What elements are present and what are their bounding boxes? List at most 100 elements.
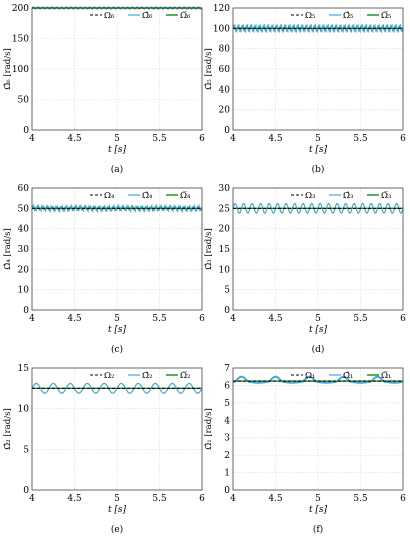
y-tick-label: 1 — [224, 469, 230, 479]
x-axis-label: t [s] — [108, 505, 127, 515]
legend-label: Ω₁ — [305, 371, 315, 381]
y-tick-label: 5 — [224, 399, 230, 409]
y-tick-label: 0 — [23, 306, 29, 316]
y-tick-label: 40 — [219, 85, 231, 95]
x-axis-label: t [s] — [309, 325, 328, 335]
panel-caption: (e) — [111, 524, 123, 535]
x-tick-label: 4 — [29, 314, 35, 324]
y-tick-label: 100 — [12, 65, 29, 75]
y-tick-label: 0 — [224, 486, 230, 496]
x-tick-label: 4 — [230, 134, 236, 144]
legend-label: Ω₆ — [104, 11, 115, 21]
y-tick-label: 50 — [18, 204, 30, 214]
y-axis-label: Ω̂₅ [rad/s] — [203, 48, 214, 90]
x-tick-label: 5.5 — [353, 494, 368, 504]
x-axis-label: t [s] — [108, 325, 127, 335]
y-tick-label: 0 — [224, 126, 230, 136]
legend-label: Ω̅₂ — [180, 371, 190, 381]
x-tick-label: 6 — [400, 494, 406, 504]
series-estimate-line — [232, 23, 404, 34]
legend-label: Ω̅₆ — [180, 11, 191, 21]
legend-label: Ω̂₁ — [343, 370, 353, 381]
legend-label: Ω₂ — [104, 371, 114, 381]
legend-label: Ω̂₆ — [142, 10, 153, 21]
y-tick-label: 60 — [219, 65, 231, 75]
y-tick-label: 10 — [18, 286, 30, 296]
panel-caption: (f) — [313, 524, 323, 535]
x-tick-label: 5.5 — [152, 494, 167, 504]
x-tick-label: 6 — [400, 134, 406, 144]
y-tick-label: 200 — [12, 4, 29, 14]
x-tick-label: 5 — [114, 494, 120, 504]
legend-label: Ω̂₂ — [142, 370, 152, 381]
panel-e: 4 4.5 5 5.5 6 0 5 10 15 Ω₂ Ω̂₂ Ω̅₂ t [s] Ω̂₂ [rad/s] (… — [2, 364, 205, 535]
plot-frame — [31, 187, 203, 311]
y-tick-label: 2 — [224, 451, 230, 461]
x-tick-label: 5 — [315, 314, 321, 324]
x-tick-label: 4 — [29, 494, 35, 504]
y-tick-label: 20 — [219, 225, 231, 235]
y-tick-label: 50 — [18, 96, 30, 106]
x-tick-label: 6 — [199, 134, 205, 144]
x-axis-label: t [s] — [309, 145, 328, 155]
y-axis-label: Ω̂₄ [rad/s] — [2, 228, 13, 270]
y-tick-label: 20 — [219, 106, 231, 116]
x-tick-label: 5 — [315, 134, 321, 144]
y-axis-label: Ω̂₆ [rad/s] — [2, 48, 13, 90]
y-tick-label: 0 — [23, 486, 29, 496]
x-tick-label: 4.5 — [268, 314, 283, 324]
x-tick-label: 4.5 — [268, 494, 283, 504]
panel-f: 4 4.5 5 5.5 6 0 1 2 3 4 5 6 7 Ω₁ Ω̂₁ Ω̅₁ t [s] Ω̂₁ [rad/s… — [203, 364, 406, 535]
plot-frame — [232, 367, 404, 491]
legend-label: Ω̅₅ — [381, 11, 392, 21]
y-tick-label: 0 — [23, 126, 29, 136]
y-tick-label: 5 — [23, 445, 29, 455]
x-tick-label: 5 — [114, 134, 120, 144]
x-tick-label: 6 — [400, 314, 406, 324]
panel-caption: (c) — [111, 344, 123, 355]
y-tick-label: 25 — [219, 204, 231, 214]
x-tick-label: 5 — [315, 494, 321, 504]
panel-caption: (a) — [111, 164, 123, 175]
y-tick-label: 0 — [224, 306, 230, 316]
x-tick-label: 4.5 — [67, 494, 82, 504]
plot-frame — [232, 7, 404, 131]
x-axis-label: t [s] — [309, 505, 328, 515]
panel-caption: (b) — [312, 164, 325, 175]
y-tick-label: 10 — [219, 265, 231, 275]
y-tick-label: 30 — [219, 184, 231, 194]
y-axis-label: Ω̂₃ [rad/s] — [203, 228, 214, 270]
y-tick-label: 5 — [224, 286, 230, 296]
plot-frame — [31, 7, 203, 131]
y-tick-label: 40 — [18, 225, 30, 235]
legend-label: Ω̂₄ — [142, 190, 153, 201]
x-tick-label: 4 — [29, 134, 35, 144]
x-tick-label: 5 — [114, 314, 120, 324]
plot-frame — [31, 367, 203, 491]
panel-a: 4 4.5 5 5.5 6 0 50 100 150 200 Ω₆ Ω̂₆ Ω̅₆ t [s] Ω̂₆ [r… — [2, 4, 205, 175]
x-tick-label: 6 — [199, 494, 205, 504]
y-tick-label: 30 — [18, 245, 30, 255]
x-tick-label: 4.5 — [67, 314, 82, 324]
legend-label: Ω₃ — [305, 191, 315, 201]
y-tick-label: 20 — [18, 265, 30, 275]
x-tick-label: 4.5 — [268, 134, 283, 144]
legend-label: Ω̂₃ — [343, 190, 353, 201]
y-tick-label: 4 — [224, 416, 230, 426]
panel-caption: (d) — [312, 344, 325, 355]
y-tick-label: 15 — [219, 245, 231, 255]
panel-d: 4 4.5 5 5.5 6 0 5 10 15 20 25 30 Ω₃ Ω̂₃ Ω̅₃ t [s] Ω̂₃ [r… — [203, 184, 406, 355]
x-tick-label: 6 — [199, 314, 205, 324]
y-tick-label: 120 — [213, 4, 230, 14]
y-tick-label: 6 — [224, 381, 230, 391]
y-tick-label: 10 — [18, 405, 30, 415]
plot-frame — [232, 187, 404, 311]
y-axis-label: Ω̂₁ [rad/s] — [203, 408, 214, 450]
y-tick-label: 60 — [18, 184, 30, 194]
y-tick-label: 3 — [224, 434, 230, 444]
legend-label: Ω̅₄ — [180, 191, 191, 201]
series-estimate-line — [232, 375, 404, 384]
